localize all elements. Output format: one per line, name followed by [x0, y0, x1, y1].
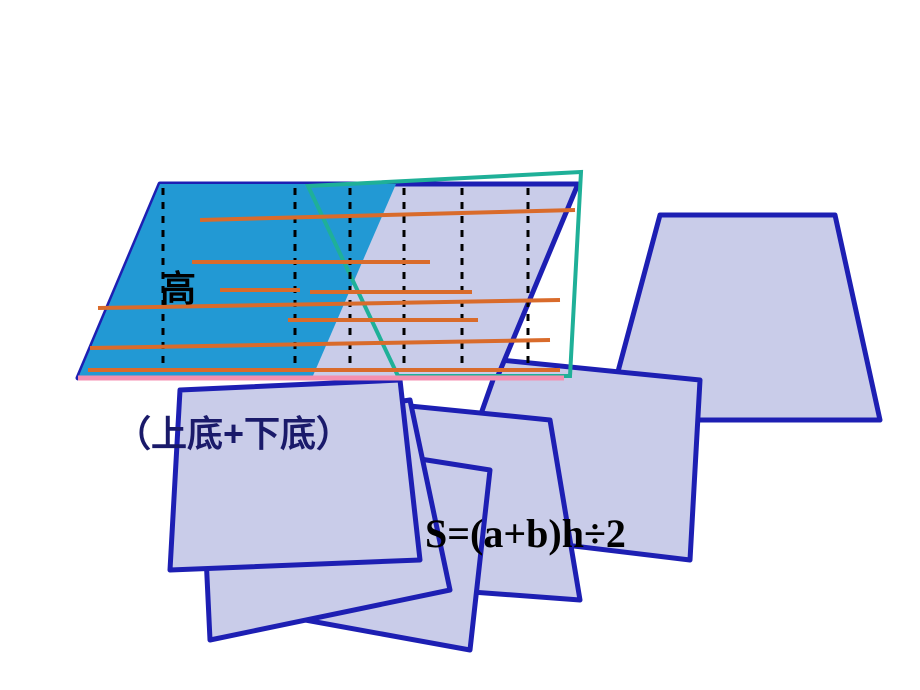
diagram-canvas	[0, 0, 920, 690]
label-base: （上底+下底）	[115, 405, 352, 457]
label-height: 高	[160, 260, 196, 312]
label-formula: S=(a+b)h÷2	[425, 510, 626, 557]
